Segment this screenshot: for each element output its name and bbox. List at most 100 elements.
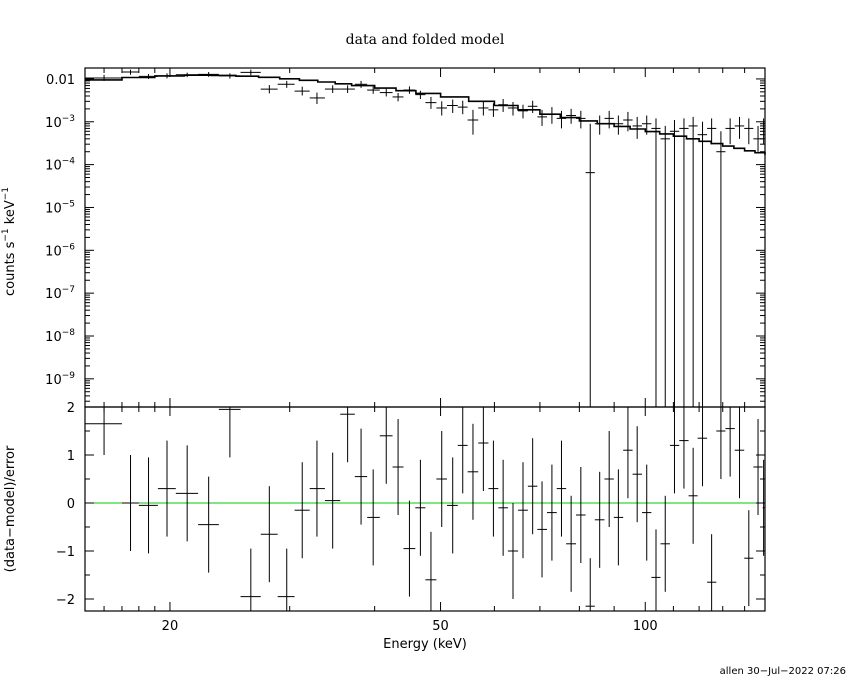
residual-point-8	[260, 486, 278, 583]
y-tick-base: 10	[45, 201, 62, 216]
ylabel-exp-2: −1	[1, 187, 11, 200]
spectrum-point-28	[507, 101, 519, 116]
residual-y-axis-label: (data−model)/error	[3, 445, 18, 572]
residual-point-51	[725, 407, 735, 477]
spectrum-point-24	[467, 109, 479, 135]
spectrum-point-46	[679, 118, 689, 407]
spectrum-point-15	[367, 86, 380, 94]
residual-y-tick-label: −2	[56, 593, 75, 608]
y-tick-base: 10	[45, 159, 62, 174]
residual-point-52	[734, 407, 745, 499]
spectrum-point-45	[669, 120, 680, 407]
y-tick-label: 10−6	[45, 242, 75, 259]
residual-point-16	[379, 407, 393, 484]
spectrum-point-14	[354, 80, 368, 88]
spectrum-point-40	[623, 111, 633, 132]
residual-point-20	[425, 531, 437, 611]
spectrum-point-39	[613, 115, 624, 135]
residual-point-39	[613, 469, 624, 566]
y-tick-label: 10−3	[45, 114, 75, 131]
y-tick-base: 0.01	[46, 73, 75, 88]
residual-point-37	[594, 471, 605, 568]
residual-point-40	[623, 407, 633, 499]
spectrum-point-49	[707, 118, 717, 145]
residual-point-14	[354, 428, 368, 525]
residual-point-30	[527, 438, 538, 535]
residual-point-19	[415, 459, 426, 556]
residual-point-18	[403, 500, 416, 597]
y-tick-exponent: −9	[62, 371, 76, 381]
residual-point-25	[478, 407, 489, 491]
residual-point-15	[367, 469, 380, 566]
spectrum-point-30	[527, 100, 538, 114]
residual-point-0	[85, 407, 122, 455]
residual-point-43	[651, 529, 661, 611]
residual-y-tick-label: −1	[56, 545, 75, 560]
residual-point-53	[744, 510, 754, 607]
residual-panel: 2 1 0 −1 −2 20 50 100 (data−model)/error Energ…	[3, 401, 766, 652]
residual-point-10	[294, 462, 310, 559]
spectrum-x-ticks	[84, 68, 766, 407]
residual-point-47	[688, 447, 698, 544]
y-tick-base: 10	[45, 330, 62, 345]
spectrum-point-31	[537, 109, 548, 126]
spectrum-point-25	[478, 101, 489, 116]
y-tick-label: 10−4	[45, 157, 75, 174]
residual-point-49	[707, 534, 717, 611]
spectrum-point-51	[725, 118, 735, 145]
y-tick-label: 10−7	[45, 285, 75, 302]
spectrum-point-47	[688, 116, 698, 407]
spectrum-point-20	[425, 96, 437, 109]
x-tick-label: 50	[432, 619, 449, 634]
residual-point-6	[218, 407, 241, 458]
spectrum-point-13	[340, 85, 355, 93]
residual-point-5	[198, 476, 219, 573]
spectrum-point-17	[392, 92, 404, 102]
residual-frame	[84, 406, 766, 612]
footer-credit: allen 30−Jul−2022 07:26	[720, 666, 846, 677]
spectrum-point-43	[651, 118, 661, 407]
chart-title: data and folded model	[346, 32, 505, 48]
spectrum-point-50	[716, 131, 726, 407]
residual-point-31	[537, 481, 548, 578]
spectrum-point-29	[518, 104, 528, 119]
y-tick-label: 0.01	[46, 73, 75, 88]
spectrum-data-points	[85, 69, 765, 407]
spectrum-point-9	[277, 80, 295, 88]
y-tick-base: 10	[45, 373, 62, 388]
y-tick-label: 10−5	[45, 199, 75, 216]
residual-x-ticks: 20 50 100	[84, 407, 766, 634]
spectrum-point-36	[585, 123, 595, 407]
residual-point-33	[556, 440, 567, 537]
y-tick-exponent: −3	[62, 114, 75, 124]
y-tick-base: 10	[45, 244, 62, 259]
spectrum-y-axis-label: counts s−1 keV−1	[1, 187, 18, 296]
residual-point-2	[138, 457, 158, 554]
ylabel-kev: keV	[3, 200, 18, 228]
spectrum-point-48	[697, 121, 708, 407]
x-axis-label: Energy (keV)	[383, 637, 467, 652]
residual-point-17	[392, 419, 404, 515]
residual-point-11	[309, 440, 325, 537]
y-tick-exponent: −6	[62, 242, 76, 252]
residual-point-46	[679, 407, 689, 489]
residual-point-35	[576, 467, 586, 563]
spectrum-point-12	[324, 85, 341, 93]
spectrum-point-35	[576, 110, 586, 129]
spectrum-point-37	[594, 115, 605, 135]
residual-point-3	[157, 440, 176, 537]
spectrum-point-1	[121, 69, 139, 75]
spectrum-point-21	[436, 101, 447, 116]
residual-point-9	[277, 548, 295, 611]
residual-point-32	[547, 464, 557, 561]
residual-point-26	[488, 440, 499, 537]
residual-point-23	[457, 407, 468, 494]
spectrum-point-26	[488, 103, 499, 117]
y-tick-base: 10	[45, 287, 62, 302]
spectrum-point-32	[547, 107, 557, 124]
residual-point-41	[632, 426, 642, 523]
residual-point-21	[436, 431, 447, 527]
y-tick-label: 10−9	[45, 371, 75, 388]
residual-y-tick-label: 1	[67, 449, 75, 464]
spectrum-point-38	[604, 110, 614, 129]
